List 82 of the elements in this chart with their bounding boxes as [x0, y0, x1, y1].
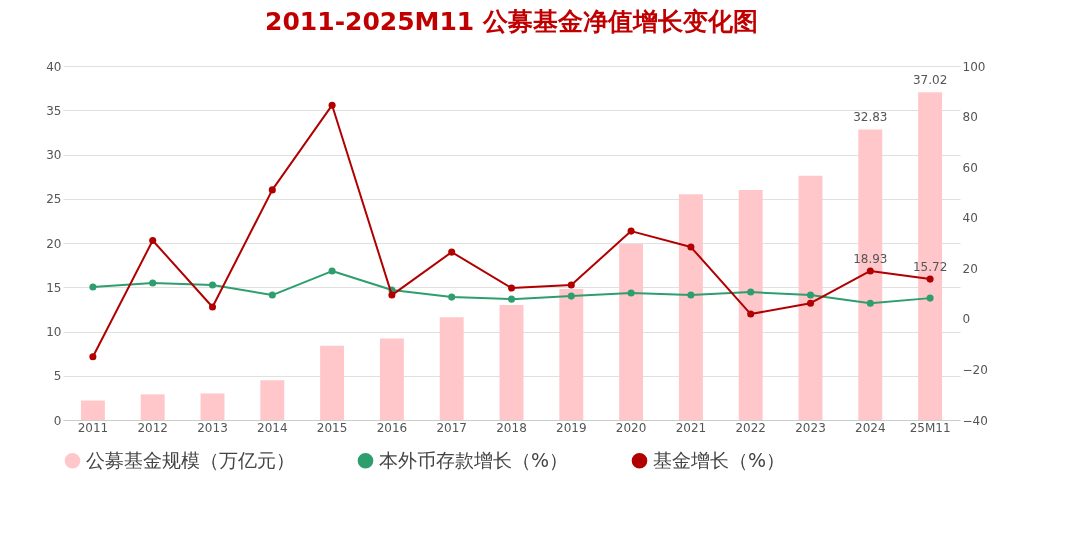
point [388, 291, 396, 299]
x-tick-label: 2013 [197, 420, 228, 435]
point [208, 281, 217, 289]
point [687, 291, 695, 299]
bar [200, 393, 225, 420]
y-tick-label: 30 [46, 148, 62, 162]
data-label: 18.93 [853, 251, 888, 266]
y-tick-label: 25 [46, 192, 62, 207]
point [149, 279, 157, 287]
legend-label: 本外币存款增长（%） [379, 448, 569, 471]
y2-tick-label: 60 [962, 160, 978, 175]
bar [559, 289, 584, 420]
point [507, 295, 516, 303]
y2-tick-label: −20 [962, 362, 988, 377]
point [747, 288, 755, 296]
x-tick-label: 25M11 [909, 420, 951, 435]
bar [140, 394, 165, 420]
y2-tick-label: 20 [962, 261, 978, 276]
point [806, 299, 815, 307]
x-tick-label: 2015 [316, 420, 348, 435]
x-tick-label: 2020 [615, 420, 647, 435]
point [627, 289, 635, 297]
point [149, 236, 157, 244]
data-label: 37.02 [912, 73, 948, 88]
bar [678, 194, 703, 420]
point [268, 186, 276, 194]
x-tick-label: 2014 [257, 420, 288, 435]
bar [80, 400, 105, 420]
bar [499, 304, 524, 420]
x-tick-label: 2021 [675, 420, 707, 435]
point [328, 267, 336, 275]
y-tick-label: 15 [46, 280, 62, 295]
point [567, 292, 575, 300]
bar [320, 345, 345, 420]
x-tick-label: 2022 [735, 420, 766, 435]
point [866, 299, 874, 307]
point [747, 310, 755, 318]
point [268, 291, 276, 299]
x-tick-label: 2011 [77, 420, 109, 435]
x-tick-label: 2017 [436, 420, 467, 435]
bar [738, 189, 763, 420]
y2-tick-label: 40 [962, 211, 978, 226]
legend-label: 公募基金规模（万亿元） [86, 448, 295, 471]
bar [798, 175, 823, 420]
y-tick-label: 0 [53, 413, 62, 428]
legend-label: 基金增长（%） [653, 448, 786, 471]
point [687, 243, 695, 251]
bar [439, 317, 464, 420]
point [866, 267, 874, 275]
point [926, 275, 934, 283]
data-label: 15.72 [912, 260, 948, 275]
y-tick-label: 20 [46, 236, 62, 251]
x-tick-label: 2024 [855, 420, 886, 435]
y2-tick-label: 0 [962, 312, 971, 327]
point [806, 291, 815, 299]
y2-tick-label: −40 [962, 413, 988, 428]
y-tick-label: 40 [46, 59, 62, 74]
bar [619, 243, 644, 420]
chart-title: 2011-2025M11 公募基金净值增长变化图 [265, 7, 758, 36]
y2-tick-label: 80 [962, 110, 978, 125]
y-tick-label: 5 [53, 369, 62, 384]
x-tick-label: 2012 [137, 420, 168, 435]
point [926, 294, 934, 302]
x-tick-label: 2016 [376, 420, 408, 435]
point [208, 303, 217, 311]
point [89, 353, 97, 361]
x-tick-label: 2018 [496, 420, 527, 435]
bar [379, 338, 404, 420]
bar [260, 380, 285, 420]
y-tick-label: 10 [46, 325, 62, 339]
point [328, 101, 336, 109]
point [448, 248, 456, 256]
x-tick-label: 2023 [795, 420, 826, 435]
point [567, 281, 575, 289]
point [89, 283, 97, 291]
point [627, 227, 635, 235]
point [507, 284, 516, 292]
x-tick-label: 2019 [556, 420, 587, 435]
y-tick-label: 35 [46, 103, 62, 118]
data-label: 32.83 [853, 110, 888, 125]
y2-tick-label: 100 [962, 59, 986, 74]
point [448, 293, 456, 301]
